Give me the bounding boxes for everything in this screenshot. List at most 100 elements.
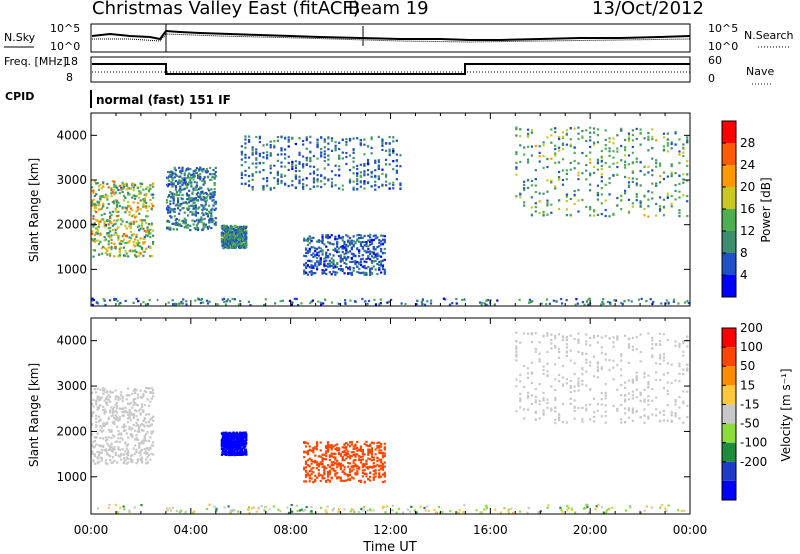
power-colorbar-tick-label: 12 bbox=[740, 224, 755, 238]
velocity-cell bbox=[662, 413, 666, 416]
power-cell bbox=[573, 127, 576, 130]
velocity-cell bbox=[592, 411, 596, 414]
power-cell bbox=[183, 172, 186, 175]
velocity-cell bbox=[230, 437, 233, 440]
power-cell bbox=[244, 135, 247, 138]
power-cell bbox=[172, 303, 175, 306]
velocity-cell bbox=[109, 430, 112, 433]
power-cell bbox=[354, 241, 357, 244]
velocity-cell bbox=[341, 458, 344, 461]
power-cell bbox=[348, 240, 352, 243]
power-cell bbox=[612, 174, 615, 177]
velocity-cell bbox=[229, 439, 232, 442]
power-cell bbox=[224, 230, 227, 233]
velocity-cell bbox=[135, 436, 138, 440]
power-cell bbox=[546, 190, 549, 193]
velocity-cell bbox=[631, 390, 634, 393]
power-cell bbox=[178, 224, 181, 227]
power-cell bbox=[181, 193, 184, 197]
velocity-cell bbox=[367, 453, 370, 456]
velocity-cell bbox=[616, 338, 619, 341]
power-cell bbox=[244, 153, 247, 156]
power-cell bbox=[184, 219, 187, 222]
velocity-cell bbox=[152, 391, 155, 395]
power-cell bbox=[592, 171, 596, 174]
velocity-cell bbox=[604, 335, 607, 338]
power-cell bbox=[569, 168, 572, 171]
power-cell bbox=[546, 157, 549, 161]
velocity-cell bbox=[589, 344, 592, 347]
power-cell bbox=[213, 177, 216, 180]
power-cell bbox=[213, 182, 216, 185]
velocity-cell bbox=[332, 463, 335, 466]
velocity-cell bbox=[585, 404, 588, 407]
power-cell bbox=[620, 199, 623, 202]
power-cell bbox=[352, 186, 355, 189]
velocity-cell bbox=[133, 429, 137, 432]
power-cell bbox=[200, 216, 203, 219]
power-cell bbox=[518, 298, 521, 301]
velocity-cell bbox=[97, 444, 101, 447]
velocity-cell bbox=[241, 453, 245, 456]
power-cell bbox=[179, 191, 182, 194]
velocity-cell bbox=[127, 421, 130, 424]
power-cell bbox=[107, 227, 110, 230]
power-cell bbox=[211, 191, 214, 195]
power-cell bbox=[526, 128, 530, 131]
power-cell bbox=[235, 242, 238, 245]
power-cell bbox=[336, 271, 339, 274]
power-cell bbox=[647, 198, 650, 201]
power-cell bbox=[312, 252, 315, 255]
velocity-cell bbox=[125, 452, 128, 456]
power-cell bbox=[276, 180, 280, 183]
velocity-cell bbox=[96, 397, 99, 400]
power-cell bbox=[334, 184, 337, 187]
power-cell bbox=[554, 144, 557, 147]
power-cell bbox=[326, 248, 330, 252]
power-cell bbox=[678, 182, 681, 185]
power-cell bbox=[326, 233, 330, 237]
power-cell bbox=[93, 206, 96, 209]
velocity-cell bbox=[131, 433, 134, 437]
velocity-cell bbox=[317, 469, 320, 472]
power-cell bbox=[240, 158, 243, 161]
power-cell bbox=[110, 247, 113, 251]
power-cell bbox=[312, 265, 315, 268]
power-cell bbox=[97, 201, 101, 204]
velocity-cell bbox=[647, 395, 650, 398]
velocity-cell bbox=[337, 447, 341, 451]
velocity-cell bbox=[604, 397, 607, 400]
velocity-cell bbox=[109, 447, 112, 451]
velocity-cell bbox=[97, 453, 101, 457]
power-cell bbox=[232, 234, 236, 237]
velocity-cell bbox=[131, 459, 134, 462]
power-cell bbox=[534, 177, 537, 181]
power-cell bbox=[334, 249, 337, 252]
velocity-cell bbox=[352, 445, 355, 448]
power-cell bbox=[658, 164, 662, 167]
velocity-cell bbox=[113, 420, 116, 423]
power-cell bbox=[354, 259, 357, 263]
velocity-cell bbox=[350, 476, 353, 479]
velocity-cell bbox=[232, 431, 235, 434]
velocity-cell bbox=[132, 416, 135, 419]
power-cell bbox=[235, 238, 238, 242]
power-cell bbox=[312, 170, 316, 173]
power-cell bbox=[366, 168, 370, 172]
velocity-cell bbox=[585, 352, 588, 355]
velocity-cell bbox=[623, 407, 627, 410]
velocity-cell bbox=[581, 379, 584, 382]
velocity-cell bbox=[132, 414, 135, 417]
power-cell bbox=[175, 203, 179, 206]
power-cell bbox=[612, 142, 615, 145]
power-cell bbox=[118, 251, 121, 254]
power-cell bbox=[174, 186, 177, 189]
velocity-cell bbox=[118, 416, 121, 419]
power-cell bbox=[181, 183, 184, 186]
velocity-cell bbox=[334, 456, 337, 459]
power-cell bbox=[193, 181, 196, 184]
velocity-cell bbox=[122, 423, 126, 426]
power-cell bbox=[565, 199, 568, 203]
velocity-cell bbox=[604, 404, 607, 407]
power-cell bbox=[315, 260, 319, 263]
